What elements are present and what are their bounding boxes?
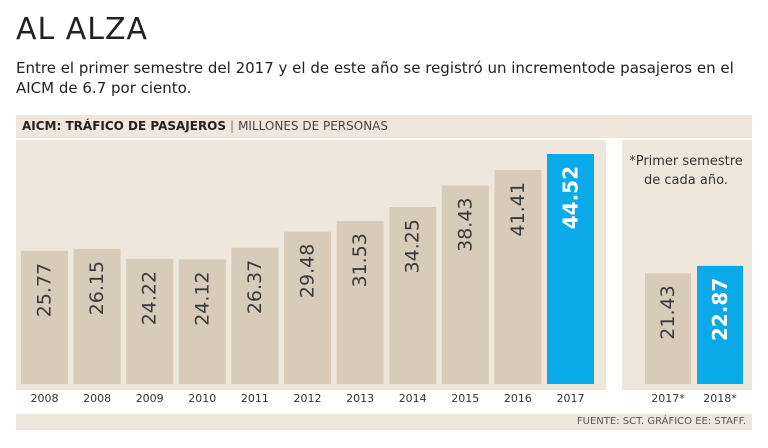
footer-band: FUENTE: SCT. GRÁFICO EE: STAFF.: [16, 414, 752, 430]
annual-bar: [73, 248, 121, 384]
annual-category-label: 2016: [504, 392, 532, 405]
annual-bar: [284, 231, 331, 384]
annual-value-label: 24.12: [191, 271, 213, 325]
annual-bar: [389, 207, 437, 384]
annual-value-label: 26.15: [86, 261, 108, 315]
annual-value-label: 38.43: [454, 197, 476, 251]
annual-category-label: 2017: [557, 392, 585, 405]
chart-subtitle: Entre el primer semestre del 2017 y el d…: [16, 59, 734, 97]
annual-bar: [547, 154, 594, 384]
header-title: AICM: TRÁFICO DE PASAJEROS: [22, 119, 227, 133]
annual-bar: [336, 221, 384, 384]
annual-value-label: 34.25: [402, 219, 424, 273]
annual-value-label: 25.77: [34, 263, 56, 317]
semester-bar: [645, 273, 691, 384]
annual-category-label: 2010: [188, 392, 216, 405]
semester-note: *Primer semestre de cada año.: [629, 154, 743, 188]
annual-category-label: 2011: [241, 392, 269, 405]
annual-value-label: 24.22: [139, 271, 161, 325]
annual-category-label: 2014: [399, 392, 427, 405]
annual-value-label: 31.53: [349, 233, 371, 287]
annual-bar: [494, 170, 542, 384]
annual-category-label: 2008: [83, 392, 111, 405]
semester-category-label: 2017*: [651, 392, 685, 405]
annual-bar: [126, 258, 174, 384]
header-units: MILLONES DE PERSONAS: [238, 119, 389, 133]
annual-value-label: 29.48: [297, 244, 319, 298]
annual-category-label: 2009: [136, 392, 164, 405]
annual-value-label: 41.41: [507, 182, 529, 236]
semester-category-label: 2018*: [703, 392, 737, 405]
annual-category-label: 2013: [346, 392, 374, 405]
annual-bar: [178, 259, 226, 384]
annual-category-label: 2015: [451, 392, 479, 405]
semester-bar: [697, 265, 743, 384]
annual-category-label: 2012: [294, 392, 322, 405]
chart-header-band: AICM: TRÁFICO DE PASAJEROS | MILLONES DE P…: [16, 115, 752, 138]
source-note: FUENTE: SCT. GRÁFICO EE: STAFF.: [576, 416, 746, 427]
annual-category-label: 2008: [31, 392, 59, 405]
annual-value-label: 26.37: [244, 260, 266, 314]
semester-value-label: 21.43: [657, 285, 679, 339]
annual-value-label: 44.52: [559, 166, 583, 229]
annual-bar: [231, 247, 279, 384]
annual-bar: [21, 250, 68, 384]
chart-title: AL ALZA: [16, 12, 149, 47]
annual-bar: [441, 185, 489, 384]
header-separator: |: [230, 119, 235, 133]
chart-header: AICM: TRÁFICO DE PASAJEROS | MILLONES DE P…: [22, 119, 388, 133]
semester-value-label: 22.87: [708, 278, 732, 341]
